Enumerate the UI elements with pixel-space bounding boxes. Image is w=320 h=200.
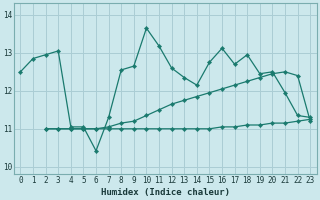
X-axis label: Humidex (Indice chaleur): Humidex (Indice chaleur) <box>101 188 230 197</box>
